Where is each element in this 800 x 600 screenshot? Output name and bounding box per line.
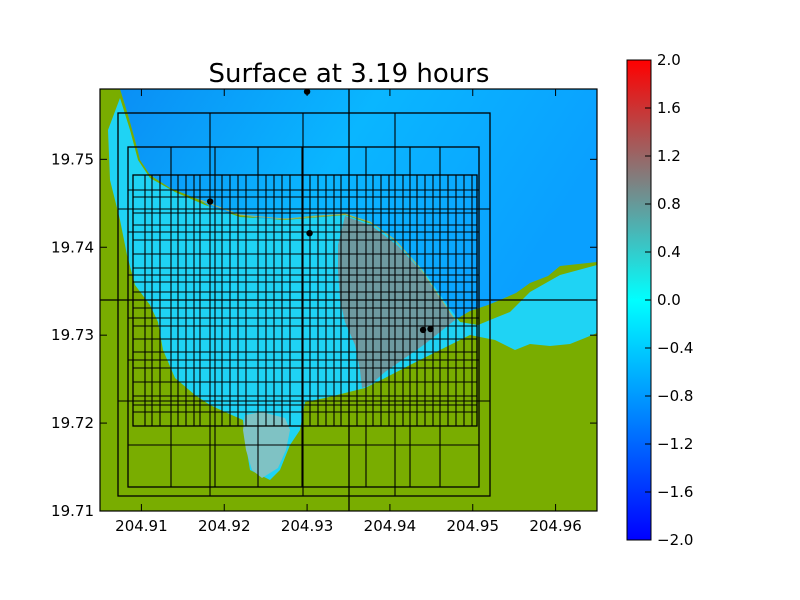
colorbar-tick-label: 0.8 — [657, 195, 681, 213]
x-tick-label: 204.94 — [364, 517, 417, 535]
amr-grid-lines — [118, 113, 490, 496]
y-tick-label: 19.73 — [51, 326, 94, 344]
plot-area — [100, 89, 597, 511]
colorbar-tick-label: 2.0 — [657, 51, 681, 69]
colorbar-tick-label: 0.4 — [657, 243, 681, 261]
x-tick-label: 204.93 — [281, 517, 334, 535]
y-tick-label: 19.72 — [51, 414, 94, 432]
x-axis: 204.91 204.92 204.93 204.94 204.95 204.96 — [115, 89, 582, 535]
gauge-marker — [419, 326, 427, 334]
y-tick-label: 19.71 — [51, 502, 94, 520]
y-axis: 19.71 19.72 19.73 19.74 19.75 — [51, 150, 597, 520]
chart-title: Surface at 3.19 hours — [209, 59, 490, 89]
y-tick-label: 19.75 — [51, 150, 94, 168]
x-tick-label: 204.95 — [447, 517, 500, 535]
gauge-marker — [427, 325, 434, 333]
y-tick-label: 19.74 — [51, 238, 94, 256]
x-tick-label: 204.92 — [198, 517, 251, 535]
amr-level2-patch — [117, 112, 491, 497]
x-tick-label: 204.96 — [529, 517, 582, 535]
colorbar-tick-label: −2.0 — [657, 531, 693, 549]
colorbar-tick-label: −0.8 — [657, 387, 693, 405]
inundated-land-region — [338, 216, 455, 388]
x-tick-label: 204.91 — [115, 517, 168, 535]
plot-frame — [99, 88, 598, 512]
colorbar-tick-label: −1.2 — [657, 435, 693, 453]
colorbar-tick-label: −1.6 — [657, 483, 693, 501]
gauge-marker — [306, 229, 313, 237]
colorbar-axis: 2.0 1.6 1.2 0.8 0.4 0.0 −0.4 −0.8 −1.2 −1.6 −2.0 — [645, 51, 693, 549]
colorbar-tick-label: 1.2 — [657, 147, 681, 165]
colorbar-tick-label: 1.6 — [657, 99, 681, 117]
colorbar-tick-label: 0.0 — [657, 291, 681, 309]
colorbar-tick-label: −0.4 — [657, 339, 693, 357]
gauge-markers — [206, 89, 434, 334]
gauge-marker — [206, 198, 214, 205]
